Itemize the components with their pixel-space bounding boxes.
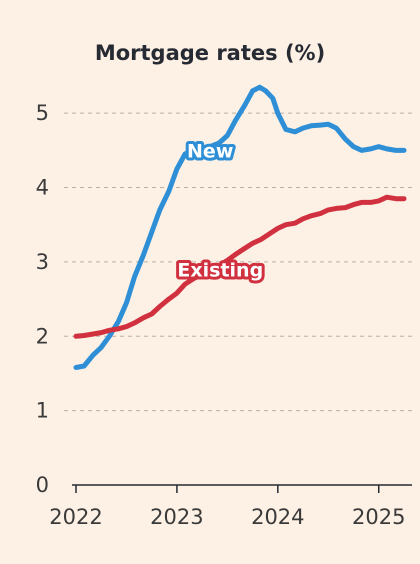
- y-tick-label: 2: [36, 324, 49, 348]
- y-tick-label: 3: [36, 250, 49, 274]
- x-tick-label: 2022: [49, 505, 102, 529]
- series-labels: New Existing: [174, 137, 266, 284]
- y-axis-ticks: 0 1 2 3 4 5: [36, 101, 49, 497]
- series-lines: [73, 84, 407, 370]
- y-tick-label: 5: [36, 101, 49, 125]
- series-label-new: New: [187, 140, 233, 162]
- x-tick-label: 2025: [352, 505, 405, 529]
- x-tick-label: 2023: [150, 505, 203, 529]
- series-label-existing: Existing: [177, 259, 263, 281]
- y-tick-label: 1: [36, 399, 49, 423]
- x-axis: 2022 2023 2024 2025: [49, 484, 412, 529]
- y-tick-label: 0: [36, 473, 49, 497]
- gridlines: [64, 112, 412, 412]
- series-line-existing: [73, 194, 407, 339]
- x-tick-label: 2024: [251, 505, 304, 529]
- series-line-new: [73, 84, 407, 370]
- chart-title: Mortgage rates (%): [95, 41, 325, 65]
- y-tick-label: 4: [36, 176, 49, 200]
